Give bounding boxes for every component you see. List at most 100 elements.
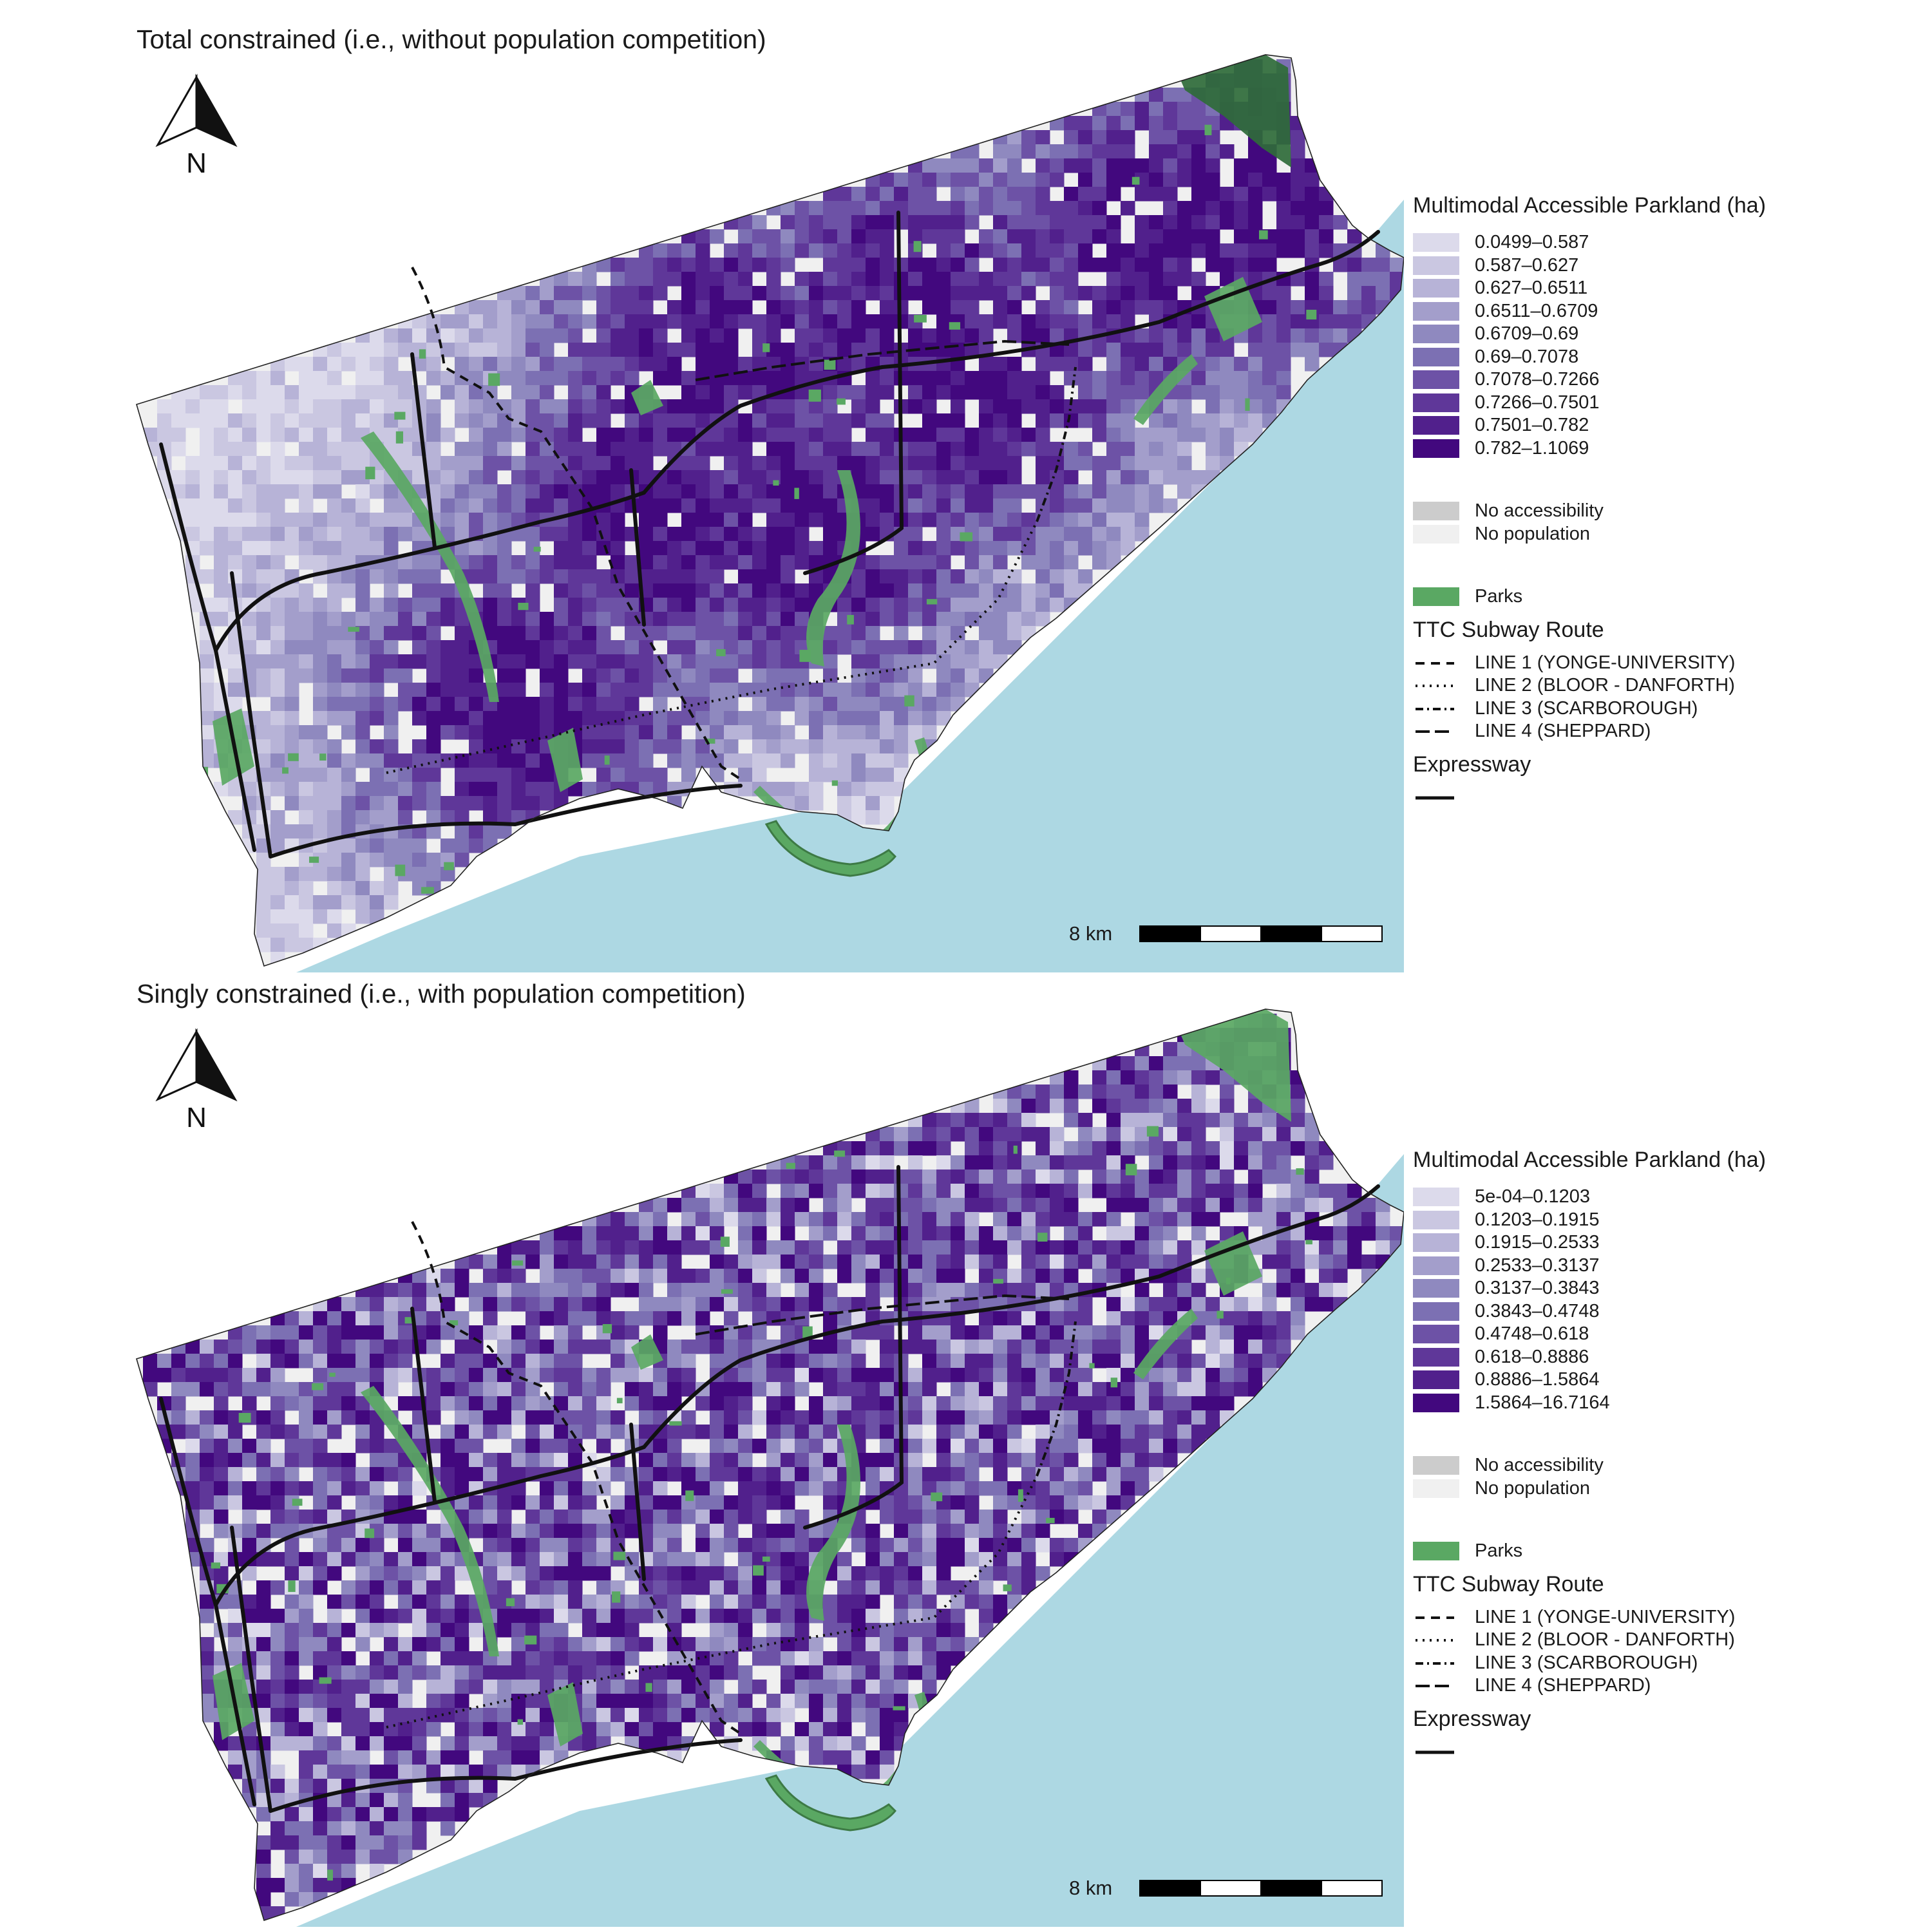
park-area xyxy=(1133,354,1198,425)
expressway xyxy=(410,352,437,549)
north-arrow-icon: N xyxy=(155,73,238,179)
expressway xyxy=(230,1526,272,1813)
legend-label: 0.3137–0.3843 xyxy=(1475,1278,1600,1299)
park-area xyxy=(1110,1378,1118,1388)
expressway xyxy=(214,491,646,652)
scale-bar-segments xyxy=(1139,925,1383,942)
park-area xyxy=(631,380,663,415)
legend-line-swatch xyxy=(1416,685,1454,688)
legend-swatch xyxy=(1413,1256,1459,1275)
legend-expressway-title: Expressway xyxy=(1413,752,1531,777)
legend-class-item: 0.3137–0.3843 xyxy=(1413,1277,1922,1300)
expressway xyxy=(269,784,743,858)
legend-label: Parks xyxy=(1475,586,1523,607)
legend-label: 0.2533–0.3137 xyxy=(1475,1255,1600,1276)
legend-swatch xyxy=(1413,1233,1459,1253)
legend-class-item: 0.3843–0.4748 xyxy=(1413,1300,1922,1323)
park-area xyxy=(762,343,770,352)
legend-label: 0.6511–0.6709 xyxy=(1475,300,1598,321)
subway-line-1 xyxy=(411,267,742,781)
expressway xyxy=(214,1445,646,1607)
park-area xyxy=(1125,1164,1137,1176)
legend-label: LINE 1 (YONGE-UNIVERSITY) xyxy=(1475,652,1736,673)
park-area xyxy=(931,1492,943,1502)
park-area xyxy=(802,1326,813,1339)
expressway xyxy=(159,1397,256,1806)
park-area xyxy=(394,412,406,420)
legend-subway-route: LINE 3 (SCARBOROUGH) xyxy=(1413,1652,1922,1675)
legend-swatch xyxy=(1413,256,1459,275)
scale-bar-segments xyxy=(1139,1880,1383,1897)
legend-label: 0.3843–0.4748 xyxy=(1475,1300,1600,1321)
park-area xyxy=(1217,1311,1224,1319)
legend-gap xyxy=(1413,1414,1922,1454)
legend-class-item: 0.6709–0.69 xyxy=(1413,323,1922,346)
legend-gap xyxy=(1413,460,1922,500)
park-area xyxy=(533,546,541,552)
park-area xyxy=(949,322,961,330)
park-area xyxy=(1245,398,1250,411)
legend-line-swatch xyxy=(1416,661,1454,665)
park-area xyxy=(312,1383,324,1390)
park-area xyxy=(904,695,914,706)
legend-label: 0.1203–0.1915 xyxy=(1475,1209,1600,1230)
legend-label: LINE 3 (SCARBOROUGH) xyxy=(1475,697,1698,719)
legend-swatch xyxy=(1413,1210,1459,1229)
legend-line-swatch xyxy=(1416,707,1454,710)
park-area xyxy=(1226,1277,1231,1285)
park-area xyxy=(361,1386,499,1656)
legend-label: 5e-04–0.1203 xyxy=(1475,1186,1590,1208)
park-area xyxy=(1204,124,1212,136)
legend-class-item: 0.6511–0.6709 xyxy=(1413,300,1922,323)
park-area xyxy=(806,1425,860,1621)
toronto-islands xyxy=(764,1774,897,1832)
park-area xyxy=(319,1677,332,1684)
legend-label: No accessibility xyxy=(1475,500,1604,522)
park-area xyxy=(1037,1233,1048,1242)
park-area xyxy=(1305,1240,1312,1245)
legend-subway-route: LINE 3 (SCARBOROUGH) xyxy=(1413,697,1922,721)
panel-title: Singly constrained (i.e., with populatio… xyxy=(137,979,746,1009)
legend-swatch xyxy=(1413,1542,1459,1561)
legend-no-population: No population xyxy=(1413,523,1922,546)
legend-label: LINE 3 (SCARBOROUGH) xyxy=(1475,1652,1698,1673)
park-area xyxy=(612,1591,621,1603)
legend-swatch xyxy=(1413,393,1459,412)
legend-swatch xyxy=(1413,1302,1459,1321)
legend-label: No population xyxy=(1475,1477,1590,1499)
park-area xyxy=(1258,230,1268,240)
park-area xyxy=(893,1706,905,1710)
legend-label: 0.1915–0.2533 xyxy=(1475,1232,1600,1253)
legend-title: Multimodal Accessible Parkland (ha) xyxy=(1413,1148,1766,1172)
legend-label: No population xyxy=(1475,523,1590,544)
park-area xyxy=(288,1580,296,1592)
legend-line-swatch xyxy=(1416,730,1454,734)
park-area xyxy=(365,1528,375,1539)
park-area xyxy=(645,1683,652,1692)
map-legend: Multimodal Accessible Parkland (ha) 5e-04… xyxy=(1413,1148,1922,1763)
legend-label: 0.587–0.627 xyxy=(1475,254,1579,276)
subway-line-4 xyxy=(695,1294,1070,1336)
lake-ontario xyxy=(296,1154,1404,1927)
park-area xyxy=(613,1551,626,1560)
legend-line-swatch xyxy=(1416,1750,1454,1754)
legend-swatch xyxy=(1413,1188,1459,1207)
legend-class-item: 0.1915–0.2533 xyxy=(1413,1231,1922,1255)
toronto-map: N xyxy=(136,54,1404,972)
scale-label: 8 km xyxy=(1069,922,1113,945)
legend-label: Parks xyxy=(1475,1540,1523,1562)
city-boundary xyxy=(136,54,1404,967)
expressway xyxy=(269,1738,743,1813)
legend-gap xyxy=(1413,545,1922,585)
legend-line-swatch xyxy=(1416,796,1454,800)
legend-class-item: 5e-04–0.1203 xyxy=(1413,1186,1922,1209)
park-area xyxy=(395,431,404,444)
park-area xyxy=(1306,309,1317,320)
city-boundary xyxy=(136,1009,1404,1922)
legend-swatch xyxy=(1413,502,1459,521)
legend-swatch xyxy=(1413,347,1459,366)
park-area xyxy=(808,389,821,402)
legend-label: 0.8886–1.5864 xyxy=(1475,1369,1600,1390)
legend-class-item: 0.1203–0.1915 xyxy=(1413,1209,1922,1232)
legend-label: 1.5864–16.7164 xyxy=(1475,1392,1610,1413)
